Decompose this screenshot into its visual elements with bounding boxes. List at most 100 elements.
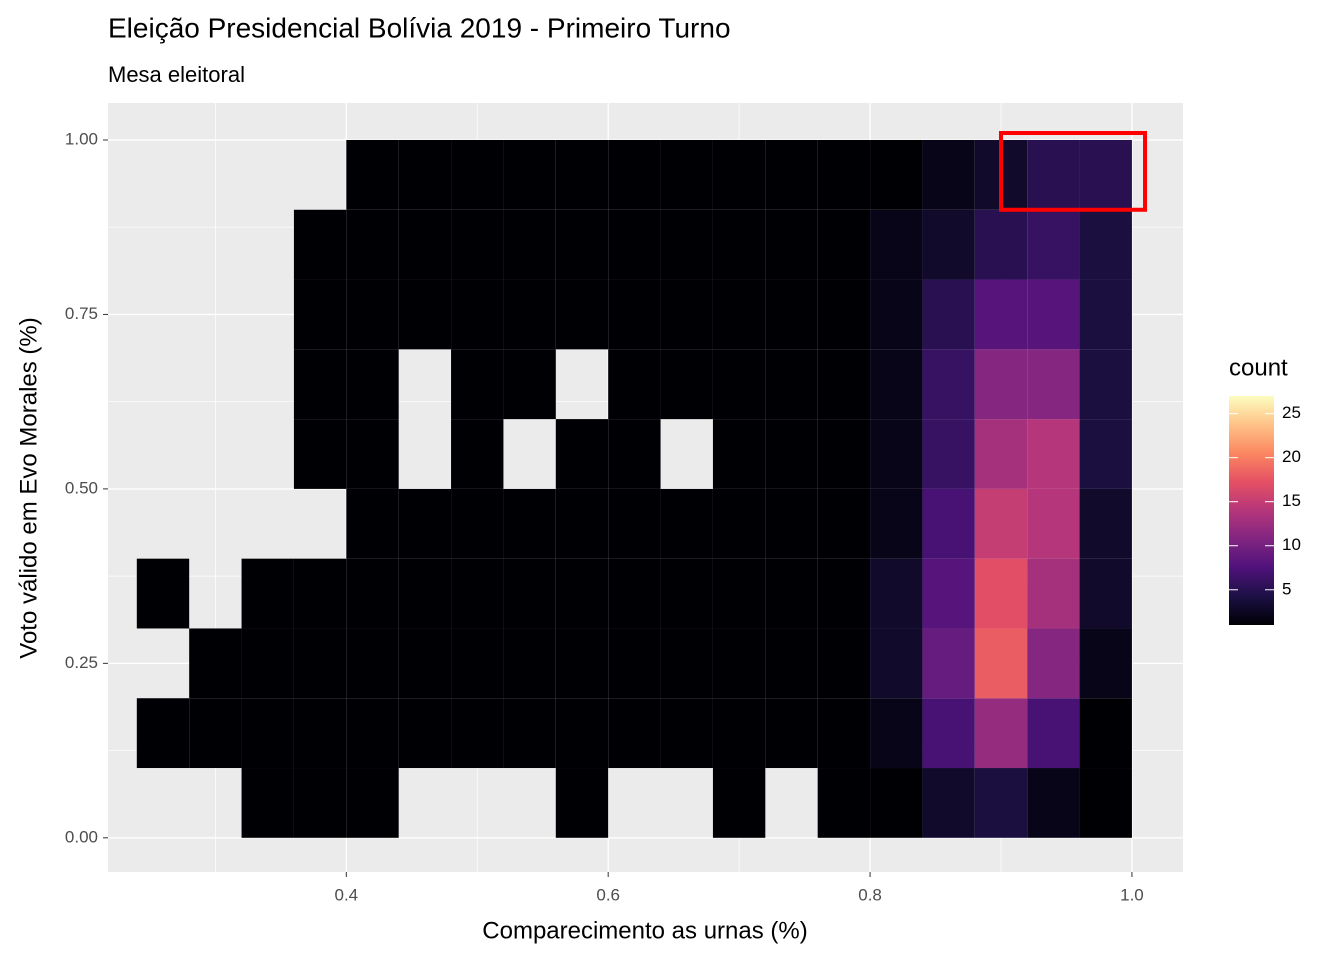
- heat-cell: [241, 698, 294, 769]
- heat-cell: [1079, 698, 1132, 769]
- heat-cell: [189, 628, 242, 699]
- heat-cell: [660, 698, 713, 769]
- heat-cell: [346, 419, 399, 489]
- heat-cell: [922, 628, 975, 699]
- heat-cell: [712, 209, 766, 280]
- heat-cell: [608, 698, 661, 769]
- heat-cell: [922, 279, 975, 350]
- heat-cell: [451, 279, 504, 350]
- heat-cell: [712, 419, 766, 489]
- heat-cell: [817, 139, 871, 210]
- heat-cell: [608, 558, 661, 629]
- heat-cell: [1079, 209, 1132, 280]
- colorbar-tick-label: 25: [1282, 403, 1301, 422]
- heat-cell: [817, 628, 871, 699]
- heat-cell: [660, 628, 713, 699]
- heat-cell: [974, 349, 1028, 420]
- colorbar-tick-label: 5: [1282, 579, 1291, 598]
- heat-cell: [608, 279, 661, 350]
- heat-cell: [346, 139, 399, 210]
- heat-cell: [555, 139, 609, 210]
- x-tick-label: 1.0: [1120, 885, 1144, 904]
- heat-cell: [346, 558, 399, 629]
- heat-cell: [503, 139, 556, 210]
- heat-cell: [555, 768, 609, 838]
- heat-cell: [817, 349, 871, 420]
- heat-cell: [974, 768, 1028, 838]
- heat-cell: [870, 419, 923, 489]
- heat-cell: [608, 209, 661, 280]
- y-tick-label: 0.25: [65, 653, 98, 672]
- heat-cell: [1027, 209, 1080, 280]
- heat-cell: [765, 139, 818, 210]
- heat-cell: [870, 209, 923, 280]
- chart-title: Eleição Presidencial Bolívia 2019 - Prim…: [108, 12, 731, 43]
- heat-cell: [712, 558, 766, 629]
- heat-cell: [555, 628, 609, 699]
- x-tick-label: 0.4: [334, 885, 358, 904]
- heat-cell: [241, 628, 294, 699]
- heat-cell: [1079, 139, 1132, 210]
- heat-cell: [922, 488, 975, 559]
- heat-cell: [293, 698, 347, 769]
- x-tick-label: 0.6: [596, 885, 620, 904]
- heat-cell: [817, 279, 871, 350]
- heat-cell: [660, 139, 713, 210]
- heat-cell: [136, 558, 190, 629]
- heat-cell: [974, 419, 1028, 489]
- heat-cell: [503, 279, 556, 350]
- heat-cell: [870, 628, 923, 699]
- heat-cell: [503, 349, 556, 420]
- legend-title: count: [1229, 354, 1288, 381]
- colorbar-tick-label: 10: [1282, 535, 1301, 554]
- heat-cell: [870, 488, 923, 559]
- heat-cell: [974, 209, 1028, 280]
- x-tick-label: 0.8: [858, 885, 882, 904]
- heat-cell: [765, 349, 818, 420]
- heat-cell: [922, 419, 975, 489]
- y-tick-label: 0.50: [65, 478, 98, 497]
- heat-cell: [922, 558, 975, 629]
- heat-cell: [398, 698, 452, 769]
- heat-cell: [398, 558, 452, 629]
- heat-cell: [660, 279, 713, 350]
- heat-cell: [503, 209, 556, 280]
- heat-cell: [1079, 279, 1132, 350]
- heat-cell: [817, 768, 871, 838]
- heat-cell: [1079, 488, 1132, 559]
- heat-cell: [712, 488, 766, 559]
- heat-cell: [1027, 279, 1080, 350]
- y-tick-label: 0.00: [65, 827, 98, 846]
- heat-cell: [765, 698, 818, 769]
- heat-cell: [1079, 349, 1132, 420]
- heat-cell: [1027, 349, 1080, 420]
- heat-cell: [660, 488, 713, 559]
- heat-cell: [555, 419, 609, 489]
- heat-cell: [870, 698, 923, 769]
- heat-cell: [555, 279, 609, 350]
- heat-cell: [293, 558, 347, 629]
- heat-cell: [765, 488, 818, 559]
- heat-cell: [346, 279, 399, 350]
- heat-cell: [870, 349, 923, 420]
- heat-cell: [817, 698, 871, 769]
- heat-cell: [712, 698, 766, 769]
- heat-cell: [765, 558, 818, 629]
- heat-cell: [293, 768, 347, 838]
- heat-cell: [870, 768, 923, 838]
- heat-cell: [451, 139, 504, 210]
- heat-cell: [346, 349, 399, 420]
- heat-cell: [451, 488, 504, 559]
- heat-cell: [817, 558, 871, 629]
- heat-cell: [765, 279, 818, 350]
- heat-cell: [451, 558, 504, 629]
- heat-cell: [1027, 768, 1080, 838]
- heat-cell: [293, 628, 347, 699]
- heat-cell: [1079, 768, 1132, 838]
- heat-cell: [870, 139, 923, 210]
- heat-cell: [712, 768, 766, 838]
- heat-cell: [346, 768, 399, 838]
- highlight-box: [998, 131, 1148, 212]
- colorbar-tick-label: 20: [1282, 447, 1301, 466]
